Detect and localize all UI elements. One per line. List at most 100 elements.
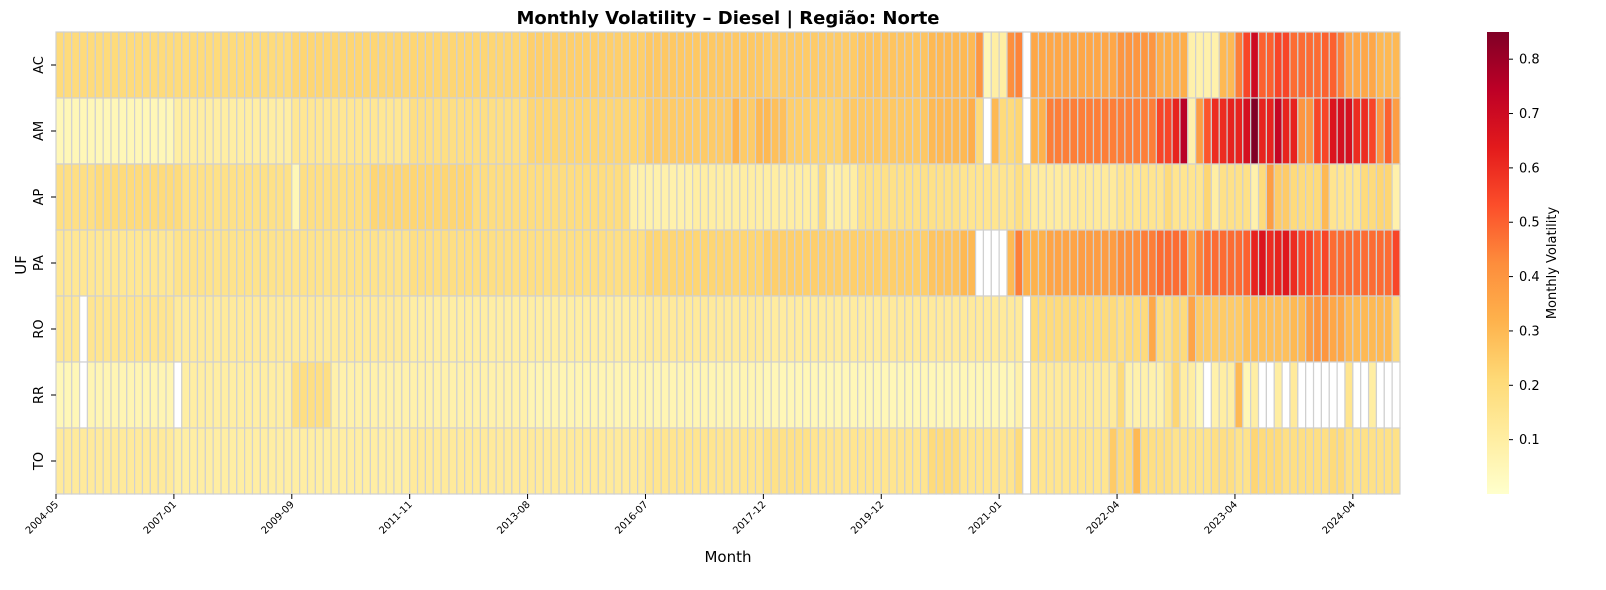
heatmap-cell (589, 163, 599, 231)
heatmap-cell (354, 361, 364, 429)
heatmap-cell (778, 31, 788, 99)
heatmap-cell (723, 229, 733, 297)
heatmap-cell (1289, 31, 1299, 99)
heatmap-cell (401, 31, 411, 99)
heatmap-cell (424, 97, 434, 165)
heatmap-cell (794, 97, 804, 165)
heatmap-cell (652, 97, 662, 165)
heatmap-cell (118, 295, 128, 363)
heatmap-cell (141, 31, 151, 99)
heatmap-cell (935, 31, 945, 99)
heatmap-cell (291, 97, 301, 165)
heatmap-cell (558, 427, 568, 495)
heatmap-cell (424, 229, 434, 297)
heatmap-cell (715, 427, 725, 495)
heatmap-cell (1234, 163, 1244, 231)
heatmap-cell (1179, 295, 1189, 363)
heatmap-cell (1187, 361, 1197, 429)
heatmap-cell (833, 229, 843, 297)
heatmap-cell (1312, 97, 1323, 165)
heatmap-cell (747, 97, 757, 165)
heatmap-cell (1265, 295, 1275, 363)
heatmap-cell (244, 97, 254, 165)
heatmap-cell (196, 97, 206, 165)
heatmap-cell (1029, 31, 1040, 99)
y-tick-label: RR (32, 386, 47, 404)
heatmap-cell (369, 163, 379, 231)
heatmap-cell (1289, 97, 1299, 165)
heatmap-cell (401, 427, 411, 495)
heatmap-cell (1320, 361, 1330, 429)
heatmap-cell (597, 31, 607, 99)
heatmap-cell (754, 229, 764, 297)
heatmap-cell (448, 229, 458, 297)
heatmap-cell (1061, 31, 1071, 99)
heatmap-cell (526, 97, 537, 165)
heatmap-cell (94, 229, 104, 297)
heatmap-cell (1265, 427, 1275, 495)
heatmap-cell (613, 229, 623, 297)
heatmap-cell (259, 361, 269, 429)
heatmap-cell (1312, 427, 1323, 495)
heatmap-cell (644, 97, 654, 165)
heatmap-cell (1210, 229, 1220, 297)
heatmap-cell (416, 97, 427, 165)
heatmap-cell (369, 229, 379, 297)
heatmap-cell (621, 31, 631, 99)
heatmap-cell (416, 31, 427, 99)
heatmap-cell (157, 295, 167, 363)
heatmap-cell (1029, 295, 1040, 363)
heatmap-cell (393, 427, 403, 495)
heatmap-cell (652, 427, 662, 495)
heatmap-cell (621, 427, 631, 495)
heatmap-cell (236, 361, 246, 429)
heatmap-cell (637, 361, 647, 429)
heatmap-cell (141, 427, 151, 495)
heatmap-cell (456, 31, 466, 99)
heatmap-cell (471, 163, 482, 231)
heatmap-cell (778, 427, 788, 495)
heatmap-cell (550, 97, 560, 165)
heatmap-cell (377, 163, 387, 231)
heatmap-cell (864, 97, 874, 165)
heatmap-cell (1305, 361, 1315, 429)
heatmap-cell (943, 97, 953, 165)
heatmap-cell (786, 295, 796, 363)
heatmap-cell (676, 97, 686, 165)
heatmap-cell (275, 427, 285, 495)
heatmap-cell (1045, 361, 1055, 429)
heatmap-cell (330, 361, 340, 429)
heatmap-cell (1328, 427, 1338, 495)
heatmap-cell (919, 295, 930, 363)
heatmap-cell (110, 97, 120, 165)
heatmap-cell (1242, 295, 1252, 363)
heatmap-cell (967, 361, 977, 429)
heatmap-cell (1163, 427, 1173, 495)
heatmap-cell (1360, 163, 1370, 231)
heatmap-cell (251, 229, 261, 297)
heatmap-cell (1045, 427, 1055, 495)
heatmap-cell (1045, 31, 1055, 99)
heatmap-cell (369, 361, 379, 429)
heatmap-cell (935, 97, 945, 165)
heatmap-cell (1297, 427, 1307, 495)
heatmap-cell (495, 97, 505, 165)
heatmap-cell (951, 361, 961, 429)
heatmap-cell (1140, 97, 1150, 165)
heatmap-cell (699, 31, 709, 99)
heatmap-cell (825, 427, 835, 495)
heatmap-cell (519, 163, 529, 231)
heatmap-cell (739, 97, 749, 165)
heatmap-cell (974, 361, 985, 429)
heatmap-cell (1320, 229, 1330, 297)
heatmap-cell (244, 31, 254, 99)
heatmap-cell (864, 31, 874, 99)
heatmap-cell (849, 31, 859, 99)
heatmap-cell (566, 163, 576, 231)
heatmap-cell (699, 229, 709, 297)
heatmap-cell (1210, 97, 1220, 165)
heatmap-cell (1328, 361, 1338, 429)
heatmap-cell (896, 163, 906, 231)
heatmap-cell (1320, 295, 1330, 363)
heatmap-cell (558, 361, 568, 429)
